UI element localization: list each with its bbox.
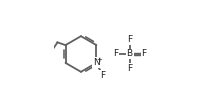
Text: B: B <box>127 49 133 59</box>
Text: F: F <box>113 49 118 59</box>
Text: F: F <box>127 35 132 44</box>
Text: F: F <box>127 64 132 73</box>
Text: N: N <box>93 58 100 67</box>
Text: F: F <box>100 71 105 80</box>
Text: F: F <box>141 49 146 59</box>
Text: +: + <box>97 57 102 63</box>
